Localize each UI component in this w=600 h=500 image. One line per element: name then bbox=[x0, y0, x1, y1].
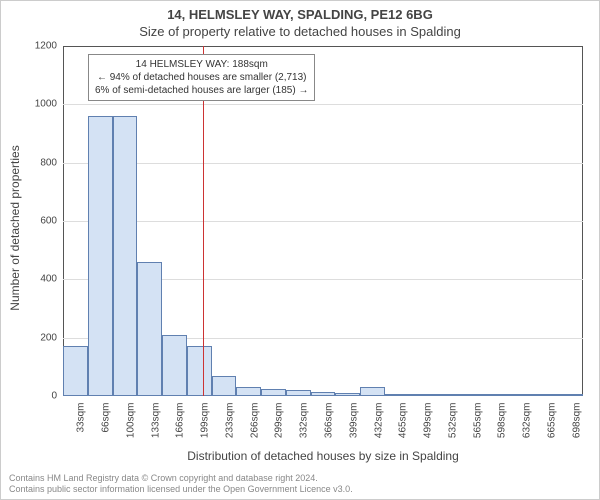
histogram-bar bbox=[63, 346, 88, 396]
x-tick-label: 233sqm bbox=[222, 403, 235, 439]
annotation-line: 14 HELMSLEY WAY: 188sqm bbox=[95, 58, 308, 71]
x-tick-label: 133sqm bbox=[148, 403, 161, 439]
x-tick-label: 432sqm bbox=[371, 403, 384, 439]
y-axis-label: Number of detached properties bbox=[8, 145, 22, 310]
x-tick-label: 632sqm bbox=[520, 403, 533, 439]
x-tick-label: 100sqm bbox=[123, 403, 136, 439]
x-tick-label: 598sqm bbox=[495, 403, 508, 439]
footer-line: Contains public sector information licen… bbox=[9, 484, 353, 495]
x-tick-label: 332sqm bbox=[297, 403, 310, 439]
histogram-bar bbox=[162, 335, 187, 396]
y-tick-label: 800 bbox=[40, 157, 63, 168]
x-tick-label: 66sqm bbox=[99, 403, 112, 433]
histogram-bar bbox=[212, 376, 237, 396]
x-tick-label: 266sqm bbox=[247, 403, 260, 439]
histogram-bar bbox=[484, 394, 509, 396]
grid-line bbox=[63, 104, 583, 105]
x-tick-label: 698sqm bbox=[569, 403, 582, 439]
histogram-bar bbox=[236, 387, 261, 396]
x-tick-label: 399sqm bbox=[346, 403, 359, 439]
x-tick-label: 166sqm bbox=[173, 403, 186, 439]
histogram-bar bbox=[533, 394, 558, 396]
y-tick-label: 1000 bbox=[35, 99, 63, 110]
histogram-bar bbox=[311, 392, 336, 396]
x-tick-label: 499sqm bbox=[421, 403, 434, 439]
histogram-bar bbox=[558, 394, 583, 396]
x-tick-label: 665sqm bbox=[544, 403, 557, 439]
histogram-bar bbox=[113, 116, 138, 396]
annotation-line: 6% of semi-detached houses are larger (1… bbox=[95, 84, 308, 97]
y-tick-label: 400 bbox=[40, 274, 63, 285]
y-tick-label: 200 bbox=[40, 332, 63, 343]
histogram-bar bbox=[286, 390, 311, 396]
x-tick-label: 532sqm bbox=[445, 403, 458, 439]
histogram-bar bbox=[88, 116, 113, 396]
x-tick-label: 33sqm bbox=[74, 403, 87, 433]
histogram-bar bbox=[459, 394, 484, 396]
grid-line bbox=[63, 221, 583, 222]
page-subtitle: Size of property relative to detached ho… bbox=[1, 24, 599, 39]
histogram-bar bbox=[410, 394, 435, 396]
page-title-address: 14, HELMSLEY WAY, SPALDING, PE12 6BG bbox=[1, 7, 599, 22]
attribution-footer: Contains HM Land Registry data © Crown c… bbox=[9, 473, 353, 495]
histogram-bar bbox=[335, 393, 360, 396]
histogram-chart: 020040060080010001200 33sqm66sqm100sqm13… bbox=[63, 46, 583, 396]
histogram-bar bbox=[360, 387, 385, 396]
marker-annotation: 14 HELMSLEY WAY: 188sqm ← 94% of detache… bbox=[88, 54, 315, 101]
y-tick-label: 600 bbox=[40, 216, 63, 227]
footer-line: Contains HM Land Registry data © Crown c… bbox=[9, 473, 353, 484]
histogram-bar bbox=[187, 346, 212, 396]
x-tick-label: 199sqm bbox=[198, 403, 211, 439]
annotation-line: ← 94% of detached houses are smaller (2,… bbox=[95, 71, 308, 84]
histogram-bar bbox=[385, 394, 410, 396]
x-axis-label: Distribution of detached houses by size … bbox=[63, 449, 583, 463]
histogram-bar bbox=[434, 394, 459, 396]
x-tick-label: 366sqm bbox=[322, 403, 335, 439]
y-tick-label: 0 bbox=[51, 391, 63, 402]
y-tick-label: 1200 bbox=[35, 41, 63, 52]
grid-line bbox=[63, 163, 583, 164]
x-tick-label: 299sqm bbox=[272, 403, 285, 439]
x-tick-label: 565sqm bbox=[470, 403, 483, 439]
x-tick-label: 465sqm bbox=[396, 403, 409, 439]
histogram-bar bbox=[509, 394, 534, 396]
histogram-bar bbox=[261, 389, 286, 396]
histogram-bar bbox=[137, 262, 162, 396]
